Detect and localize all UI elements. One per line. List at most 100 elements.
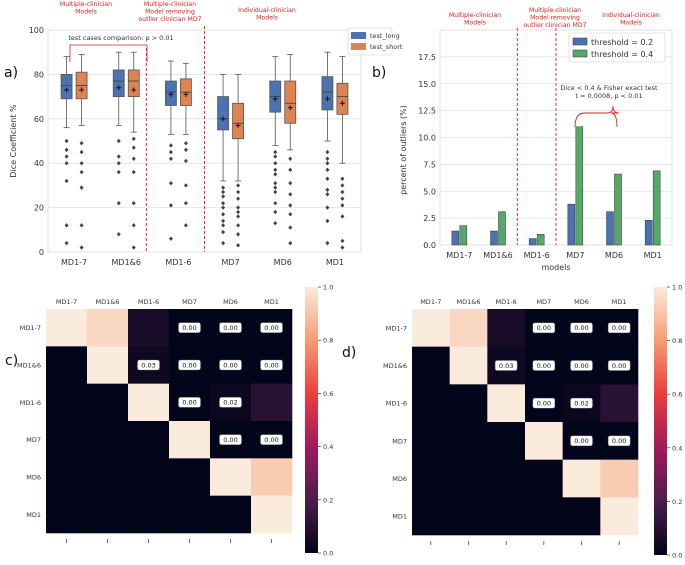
heatmap-c-colorbar (305, 287, 318, 553)
legend-swatch-threshold-02 (572, 37, 588, 46)
heatmap-d-cell (562, 497, 601, 536)
heatmap-d-cell (449, 384, 488, 423)
heatmap-d-cell-label: 0.00 (574, 362, 588, 370)
chart-b-y-tick-label: 15.0 (418, 80, 436, 89)
heatmap-d-cell-label: 0.00 (537, 399, 551, 407)
heatmap-d-cell-label-bg (532, 397, 556, 409)
heatmap-d-cell (412, 346, 450, 385)
heatmap-d-cell-label: 0.00 (537, 362, 551, 370)
outlier-point (79, 161, 84, 166)
heatmap-c-cell-label-bg (260, 322, 283, 333)
outlier-point (116, 200, 121, 206)
chart-b-annotation-removing: Model removing (530, 15, 580, 22)
outlier-point (325, 240, 330, 246)
outlier-point (325, 156, 330, 161)
outlier-point (168, 149, 173, 155)
outlier-point (116, 138, 121, 144)
outlier-point (64, 147, 69, 153)
heatmap-c-row-label: MD1&6 (17, 362, 41, 370)
heatmap-c-cell (169, 421, 211, 459)
heatmap-c-colorbar-label: 1.0 (323, 284, 333, 292)
chart-b-annotation-individual: Models (620, 20, 642, 27)
outlier-point (168, 143, 173, 148)
chart-a-y-tick-label: 0 (39, 248, 44, 257)
chart-a-y-tick-label: 80 (34, 70, 44, 79)
outlier-point (221, 223, 226, 228)
outlier-point (183, 141, 188, 146)
heatmap-c-cell-label-bg (219, 434, 242, 445)
outlier-point (221, 229, 226, 235)
heatmap-c-cell-label: 0.00 (182, 361, 196, 369)
heatmap-d-cell-label: 0.00 (537, 324, 551, 332)
box-body (336, 82, 349, 115)
chart-b-y-tick-label: 5.0 (423, 187, 436, 196)
heatmap-c-row-label: MD1-7 (20, 324, 41, 332)
chart-b-x-tick-label: MD1&6 (483, 251, 512, 260)
heatmap-d-colorbar-label: 0.8 (672, 337, 682, 345)
heatmap-c-row-label: MD7 (26, 436, 41, 444)
chart-b-x-tick-label: MD1-7 (446, 251, 472, 260)
chart-a-test-comparison-label: test cases comparison: p > 0.01 (68, 34, 173, 42)
heatmap-c-cell (87, 309, 129, 347)
panel-label-d: d) (342, 345, 356, 361)
heatmap-d-cell (487, 497, 526, 536)
heatmap-d-cell-label-bg (570, 397, 593, 409)
chart-b-fisher-annotation: t = 0.0008, p < 0.01 (575, 92, 642, 100)
outlier-point (64, 240, 69, 246)
outlier-point (131, 156, 136, 161)
outlier-point (168, 236, 173, 241)
outlier-point (273, 167, 278, 173)
chart-b-bar (536, 234, 545, 246)
outlier-point (236, 209, 241, 215)
heatmap-c-cell (87, 495, 129, 534)
outlier-point (116, 169, 121, 175)
heatmap-d-cell-label: 0.00 (612, 324, 626, 332)
heatmap-c-cell-label-bg (219, 359, 242, 371)
heatmap-d-cell (600, 459, 639, 498)
outlier-point (79, 223, 84, 228)
heatmap-c-cell (169, 458, 211, 496)
outlier-point (273, 185, 278, 190)
heatmap-c-cell (251, 383, 293, 422)
heatmap-d-cell (449, 346, 488, 385)
box-body (60, 74, 73, 100)
chart-b-bar (498, 211, 506, 246)
chart-a-legend (347, 27, 393, 56)
heatmap-d-cell-label-bg (607, 322, 631, 334)
heatmap-d-cell (412, 309, 450, 347)
heatmap-c-cell (46, 309, 88, 347)
heatmap-d-cell (487, 384, 526, 423)
chart-b-x-tick-label: MD6 (605, 251, 623, 260)
outlier-point (183, 158, 188, 164)
chart-b-x-axis-label: models (541, 263, 570, 272)
outlier-point (131, 145, 136, 150)
outlier-point (340, 189, 345, 195)
outlier-point (79, 169, 84, 175)
heatmap-d-cell (600, 497, 639, 536)
chart-a-annotation-removing: outlier clinician MD7 (138, 16, 201, 23)
outlier-point (221, 240, 226, 246)
outlier-point (273, 209, 278, 215)
heatmap-d-colorbar-label: 0.4 (672, 444, 682, 452)
heatmap-c-cell (169, 495, 211, 534)
heatmap-d-cell (449, 422, 488, 460)
outlier-point (273, 172, 278, 177)
outlier-point (236, 243, 241, 248)
outlier-point (116, 154, 121, 159)
outlier-point (131, 200, 136, 206)
outlier-point (236, 232, 241, 237)
outlier-point (325, 187, 330, 193)
heatmap-d-cell (525, 459, 563, 498)
outlier-point (340, 203, 345, 208)
outlier-point (183, 147, 188, 153)
outlier-point (183, 183, 188, 188)
outlier-point (116, 161, 121, 166)
chart-a-x-tick-label: MD1-6 (165, 258, 191, 267)
heatmap-c-col-label: MD1&6 (96, 298, 120, 306)
chart-a-x-tick-label: MD7 (222, 258, 240, 267)
outlier-point (325, 218, 330, 224)
outlier-point (273, 149, 278, 155)
outlier-point (288, 212, 293, 217)
heatmap-c-cell (46, 346, 88, 384)
